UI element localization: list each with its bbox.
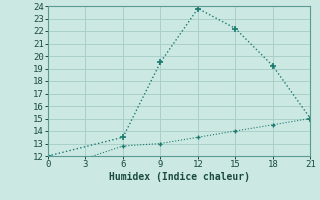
X-axis label: Humidex (Indice chaleur): Humidex (Indice chaleur) — [109, 172, 250, 182]
